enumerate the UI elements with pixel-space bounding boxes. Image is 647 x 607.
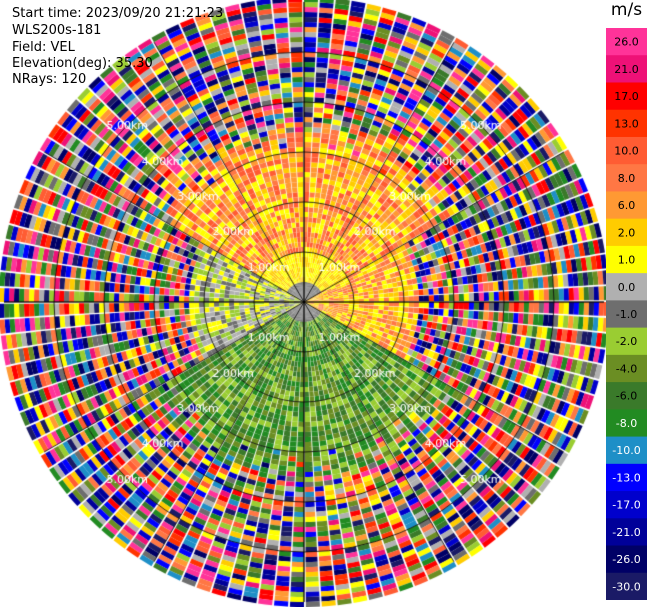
colorbar-swatch (606, 191, 647, 220)
colorbar-tick-label: 10.0 (614, 145, 639, 158)
colorbar-swatch (606, 82, 647, 111)
colorbar-tick-label: 13.0 (614, 117, 639, 130)
colorbar-tick-label: 6.0 (618, 199, 636, 212)
colorbar-swatch (606, 545, 647, 574)
colorbar-tick-label: 2.0 (618, 226, 636, 239)
colorbar-tick-label: -17.0 (612, 499, 640, 512)
colorbar-tick-label: -8.0 (616, 417, 637, 430)
colorbar-tick-label: 26.0 (614, 36, 639, 49)
start-time-label: Start time: 2023/09/20 21:21:23 (12, 6, 224, 21)
colorbar-swatch (606, 218, 647, 247)
colorbar-tick-label: 1.0 (618, 254, 636, 267)
colorbar-tick-label: -4.0 (616, 362, 637, 375)
colorbar-swatch (606, 300, 647, 329)
colorbar: 26.0 21.0 17.0 13.0 10.0 8.0 6.0 2.0 1.0 0.0 -1.0 -… (606, 28, 647, 600)
colorbar-swatch (606, 409, 647, 438)
colorbar-swatch (606, 572, 647, 600)
colorbar-unit: m/s (610, 0, 643, 20)
colorbar-tick-label: 21.0 (614, 63, 639, 76)
colorbar-tick-label: -1.0 (616, 308, 637, 321)
colorbar-swatch (606, 164, 647, 192)
colorbar-tick-label: -26.0 (612, 553, 640, 566)
colorbar-swatch (606, 273, 647, 301)
colorbar-swatch (606, 354, 647, 383)
colorbar-swatch (606, 28, 647, 56)
colorbar-tick-label: -13.0 (612, 471, 640, 484)
colorbar-tick-label: -10.0 (612, 444, 640, 457)
colorbar-swatch (606, 491, 647, 519)
colorbar-swatch (606, 245, 647, 274)
colorbar-swatch (606, 109, 647, 138)
colorbar-swatch (606, 436, 647, 465)
colorbar-swatch (606, 518, 647, 547)
elevation-label: Elevation(deg): 35.30 (12, 56, 153, 71)
colorbar-swatch (606, 136, 647, 165)
colorbar-tick-label: -2.0 (616, 335, 637, 348)
colorbar-tick-label: 0.0 (618, 281, 636, 294)
colorbar-tick-label: -6.0 (616, 390, 637, 403)
colorbar-tick-label: 17.0 (614, 90, 639, 103)
colorbar-swatch (606, 463, 647, 492)
colorbar-tick-label: 8.0 (618, 172, 636, 185)
colorbar-swatch (606, 327, 647, 356)
station-label: WLS200s-181 (12, 23, 102, 38)
colorbar-tick-label: -21.0 (612, 526, 640, 539)
field-label: Field: VEL (12, 40, 75, 55)
nrays-label: NRays: 120 (12, 72, 87, 87)
colorbar-tick-label: -30.0 (612, 580, 640, 593)
colorbar-swatch (606, 55, 647, 83)
colorbar-swatch (606, 382, 647, 410)
ppi-plot (0, 0, 608, 607)
